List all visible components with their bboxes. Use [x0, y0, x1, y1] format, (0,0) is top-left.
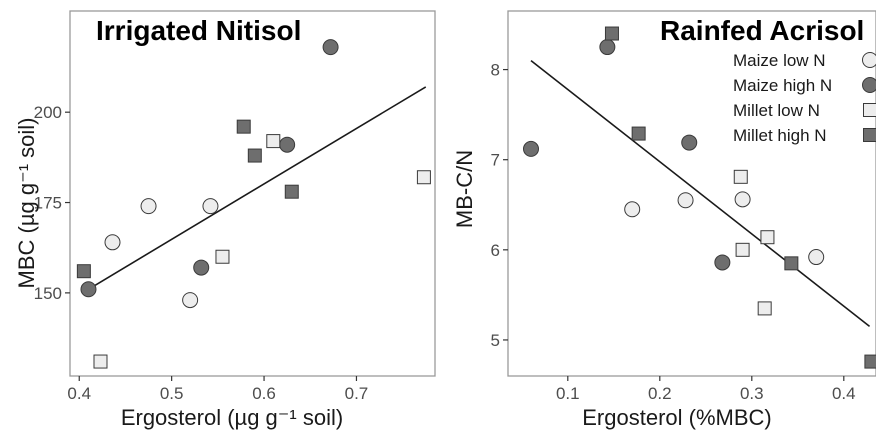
legend-item-millet-high-n: Millet high N	[733, 126, 827, 145]
point-maize-low-n	[104, 234, 121, 251]
panel-rainfed-acrisol: 0.1 0.2 0.3 0.4 5 6 7 8 Rainfed Acrisol Ergoste…	[452, 10, 876, 430]
x-tick-label: 0.1	[556, 384, 580, 403]
y-axis-title: MBC (µg g⁻¹ soil)	[14, 118, 39, 289]
point-millet-low-n	[733, 169, 748, 184]
point-maize-high-n	[599, 39, 616, 56]
panel-border	[69, 10, 436, 377]
point-maize-low-n	[808, 249, 825, 266]
point-maize-high-n	[681, 134, 698, 151]
point-maize-low-n	[734, 191, 751, 208]
point-maize-high-n	[523, 140, 539, 157]
point-millet-low-n	[757, 301, 772, 316]
y-tick-label: 7	[491, 151, 500, 170]
y-tick-label: 6	[491, 241, 500, 260]
x-axis-title: Ergosterol (%MBC)	[582, 405, 771, 430]
point-millet-low-n	[215, 249, 230, 264]
plot-area: 0.1 0.2 0.3 0.4 5 6 7 8	[491, 10, 876, 403]
x-tick-label: 0.4	[67, 384, 91, 403]
point-millet-high-n	[284, 184, 299, 199]
plot-area: 0.4 0.5 0.6 0.7 150 175 200	[34, 10, 436, 403]
x-axis-title: Ergosterol (µg g⁻¹ soil)	[121, 405, 343, 430]
y-tick-label: 5	[491, 331, 500, 350]
regression-line	[88, 86, 427, 290]
point-maize-low-n	[202, 198, 219, 215]
y-tick-label: 150	[34, 284, 62, 303]
legend-label: Millet high N	[733, 126, 827, 145]
legend-marker-maize-high-n	[862, 77, 876, 93]
point-maize-low-n	[677, 192, 694, 209]
point-millet-high-n	[864, 354, 876, 369]
point-maize-high-n	[322, 39, 339, 56]
data-layer	[523, 26, 876, 369]
point-maize-high-n	[714, 254, 731, 271]
legend-item-maize-low-n: Maize low N	[733, 51, 826, 70]
x-tick-label: 0.7	[345, 384, 369, 403]
legend-label: Maize high N	[733, 76, 832, 95]
point-millet-low-n	[735, 242, 750, 257]
legend-marker-millet-high-n	[863, 128, 876, 142]
legend-marker-maize-low-n	[862, 52, 876, 68]
panel-title: Irrigated Nitisol	[96, 15, 301, 46]
point-millet-high-n	[631, 126, 646, 141]
point-millet-high-n	[236, 119, 251, 134]
point-maize-low-n	[182, 292, 199, 309]
x-tick-label: 0.3	[740, 384, 764, 403]
legend-item-maize-high-n: Maize high N	[733, 76, 832, 95]
x-tick-label: 0.6	[252, 384, 276, 403]
panel-title: Rainfed Acrisol	[660, 15, 864, 46]
y-tick-label: 8	[491, 61, 500, 80]
y-tick-label: 200	[34, 103, 62, 122]
data-layer	[76, 39, 431, 369]
point-maize-low-n	[624, 201, 641, 218]
point-maize-high-n	[279, 136, 296, 153]
point-millet-high-n	[76, 264, 91, 279]
x-tick-label: 0.4	[832, 384, 856, 403]
x-tick-label: 0.5	[160, 384, 184, 403]
panel-border	[507, 10, 876, 377]
y-tick-label: 175	[34, 194, 62, 213]
point-maize-high-n	[193, 259, 210, 276]
regression-line	[530, 59, 871, 328]
legend-label: Maize low N	[733, 51, 826, 70]
point-millet-high-n	[604, 26, 619, 41]
point-maize-high-n	[80, 281, 97, 298]
point-millet-low-n	[93, 354, 108, 369]
legend-item-millet-low-n: Millet low N	[733, 101, 820, 120]
y-axis-title: MB-C/N	[452, 150, 477, 228]
legend-label: Millet low N	[733, 101, 820, 120]
point-millet-low-n	[266, 134, 281, 149]
point-millet-high-n	[247, 148, 262, 163]
point-maize-low-n	[140, 198, 157, 215]
x-tick-label: 0.2	[648, 384, 672, 403]
point-millet-low-n	[760, 230, 775, 245]
legend-marker-millet-low-n	[863, 103, 876, 117]
point-millet-low-n	[416, 170, 431, 185]
legend: Maize low N Maize high N Millet low N Mi…	[733, 51, 876, 145]
point-millet-high-n	[784, 256, 799, 271]
